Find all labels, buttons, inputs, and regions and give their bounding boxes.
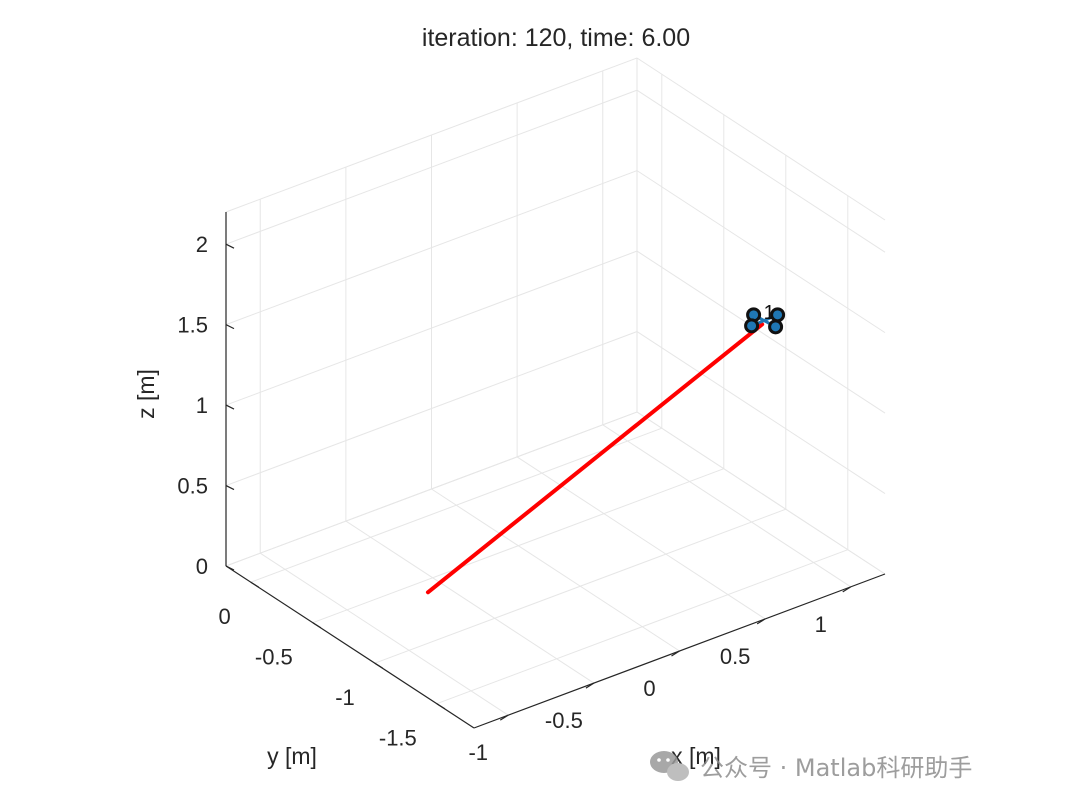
y-axis-line [225,565,475,729]
grid-line [225,411,638,567]
grid-line [225,170,638,326]
grid-line [436,549,848,705]
grid-line [431,488,680,652]
x-tick-mark [671,650,680,657]
grid-line [636,331,886,494]
z-tick-mark [225,485,235,491]
trajectory-line-2 [425,322,765,595]
grid-lines [225,57,886,716]
chart-title: iteration: 120, time: 6.00 [422,24,690,52]
drone-label: 1 [764,302,775,324]
z-tick-mark [225,243,235,249]
y-tick-mark [374,662,384,669]
trajectory-series [425,322,765,595]
grid-line [225,331,638,487]
y-tick-label: -1 [335,685,355,710]
z-tick-label: 1 [196,393,208,418]
grid-line [374,508,786,664]
grid-line [636,411,886,575]
drone-rotor [744,318,760,334]
y-axis-label: y [m] [267,743,317,769]
y-tick-mark [312,622,322,629]
grid-line [636,57,886,221]
grid-line [602,424,852,588]
y-tick-label: -0.5 [255,645,293,670]
axes-box [225,212,886,729]
grid-line [312,468,724,624]
x-tick-label: -0.5 [545,708,583,733]
x-tick-label: 0 [643,676,655,701]
y-tick-label: 0 [219,604,231,629]
z-tick-mark [225,404,235,410]
grid-line [636,250,886,414]
x-tick-label: 0.5 [720,644,751,669]
x-tick-label: -1 [468,740,488,765]
grid-line [636,170,886,334]
y-tick-label: -1.5 [379,726,417,751]
z-tick-mark [225,565,235,571]
watermark-text: 公众号 · Matlab科研助手 [700,754,972,782]
grid-line [345,520,595,684]
grid-line [259,552,509,716]
z-tick-label: 2 [196,232,208,257]
x-tick-label: 1 [815,612,827,637]
grid-line [636,89,886,253]
z-tick-label: 0.5 [177,474,208,499]
wechat-icon [650,751,689,781]
z-tick-label: 0 [196,554,208,579]
z-axis-label: z [m] [133,369,159,419]
grid-line [225,57,638,213]
x-tick-mark [585,682,595,689]
grid-line [225,89,638,245]
drone-rotor [768,319,784,335]
x-tick-mark [756,618,766,625]
x-tick-mark [499,714,509,721]
z-tick-label: 1.5 [177,313,208,338]
z-tick-mark [225,324,235,330]
x-tick-mark [842,586,852,593]
drone-marker: 1 [744,302,786,335]
grid-line [516,456,766,620]
grid-line [225,250,638,406]
grid-line [250,427,662,583]
watermark: 公众号 · Matlab科研助手 [650,751,972,782]
y-tick-mark [436,703,446,710]
y-tick-mark [250,581,260,588]
